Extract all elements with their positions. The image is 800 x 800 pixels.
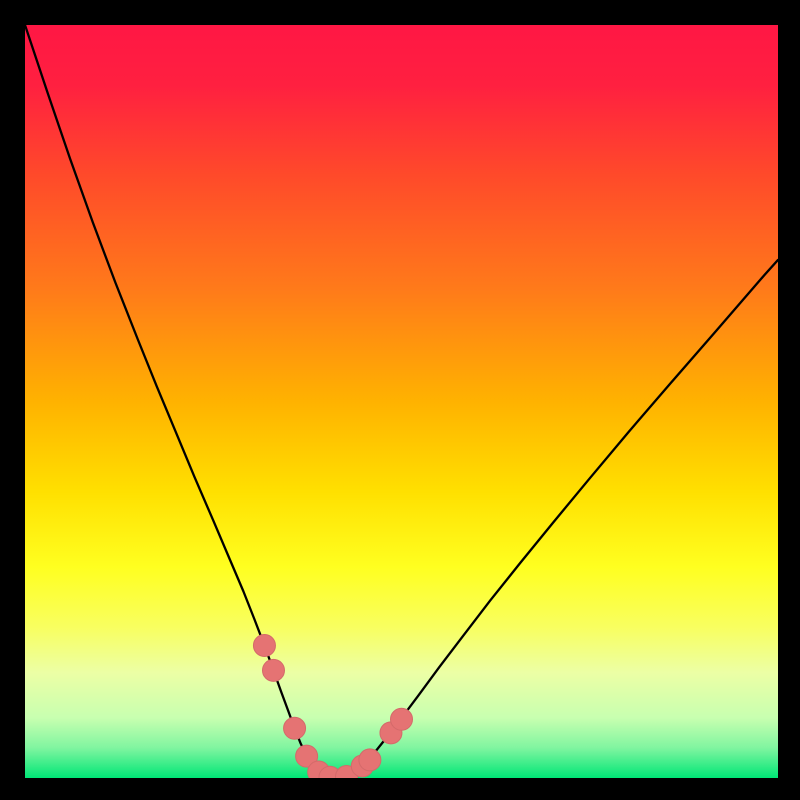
frame-border-right bbox=[778, 0, 800, 800]
frame-border-left bbox=[0, 0, 25, 800]
curve-markers bbox=[253, 634, 412, 778]
curve-marker bbox=[262, 659, 284, 681]
bottleneck-curve bbox=[25, 25, 778, 778]
curve-marker bbox=[253, 634, 275, 656]
frame-border-top bbox=[0, 0, 800, 25]
plot-area bbox=[25, 25, 778, 778]
frame-border-bottom bbox=[0, 778, 800, 800]
curve-layer bbox=[25, 25, 778, 778]
curve-marker bbox=[359, 749, 381, 771]
chart-frame: TheBottleneck.com bbox=[0, 0, 800, 800]
curve-marker bbox=[391, 708, 413, 730]
curve-marker bbox=[284, 717, 306, 739]
